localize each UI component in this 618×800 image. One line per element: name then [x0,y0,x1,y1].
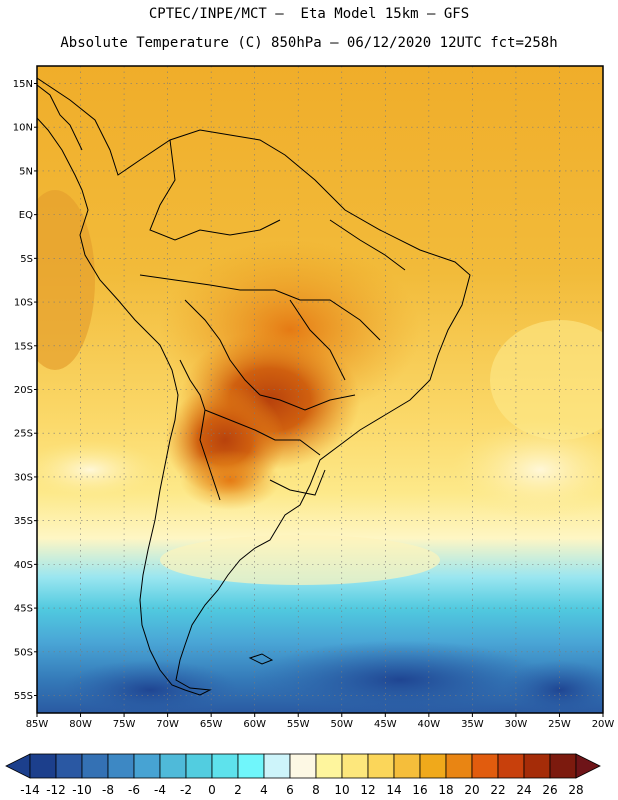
colorbar-tick-label: 14 [386,783,401,797]
lat-label: 55S [14,691,33,702]
lon-label: 55W [287,719,310,730]
lat-label: EQ [19,210,33,221]
latitude-labels: 15N 10N 5N EQ 5S 10S 15S 20S 25S 30S 35S 40S 45S 50S 5… [13,79,37,702]
lon-label: 40W [418,719,441,730]
colorbar-tick-label: 28 [568,783,583,797]
colorbar-swatch [263,753,291,779]
colorbar-swatch [107,753,135,779]
lat-label: 15S [14,341,33,352]
colorbar-swatch [549,753,577,779]
colorbar-arrow-high [575,753,601,779]
colorbar-swatch [289,753,317,779]
longitude-labels: 85W 80W 75W 70W 65W 60W 55W 50W 45W 40W 35W 30W 25W 2… [26,713,615,730]
lat-label: 5S [20,254,33,265]
colorbar-swatch [211,753,239,779]
colorbar-tick-label: -10 [72,783,92,797]
lon-label: 35W [461,719,484,730]
lat-label: 50S [14,647,33,658]
lat-lon-grid [37,66,603,713]
colorbar-swatch [315,753,343,779]
temperature-field [37,66,603,713]
lat-label: 15N [13,79,33,90]
lon-label: 20W [592,719,615,730]
lon-label: 75W [113,719,136,730]
colorbar-tick-label: 2 [234,783,242,797]
colorbar-tick-label: 24 [516,783,531,797]
lat-label: 40S [14,560,33,571]
colorbar-tick-label: 16 [412,783,427,797]
colorbar-tick-label: 8 [312,783,320,797]
lon-label: 50W [330,719,353,730]
colorbar-tick-label: 26 [542,783,557,797]
colorbar-tick-label: 12 [360,783,375,797]
lon-label: 45W [374,719,397,730]
colorbar-tick-labels: -14 -12 -10 -8 -6 -4 -2 0 2 4 6 8 10 12 14 16 18 20 22 24 26… [20,783,583,797]
map-title-line2: Absolute Temperature (C) 850hPa – 06/12/… [60,35,558,51]
colorbar-swatch [523,753,551,779]
colorbar-swatch [341,753,369,779]
colorbar-swatch [133,753,161,779]
colorbar-tick-label: -8 [102,783,114,797]
colorbar-swatch [367,753,395,779]
colorbar-tick-label: -6 [128,783,140,797]
lon-label: 25W [548,719,571,730]
colorbar-tick-label: -2 [180,783,192,797]
colorbar-tick-label: -4 [154,783,166,797]
colorbar-swatch [55,753,83,779]
colorbar-swatch [185,753,213,779]
colorbar-tick-label: 0 [208,783,216,797]
colorbar-swatch [497,753,525,779]
colorbar-arrow-low [5,753,31,779]
colorbar-tick-label: 10 [334,783,349,797]
lon-label: 70W [156,719,179,730]
colorbar-tick-label: 18 [438,783,453,797]
lat-label: 10S [14,298,33,309]
colorbar-swatch [445,753,473,779]
colorbar-tick-label: -14 [20,783,40,797]
lon-label: 80W [69,719,92,730]
colorbar-swatch [159,753,187,779]
lat-label: 20S [14,385,33,396]
colorbar-swatch [81,753,109,779]
lat-label: 30S [14,472,33,483]
coastlines [37,77,471,696]
colorbar-tick-label: 6 [286,783,294,797]
lat-label: 35S [14,516,33,527]
lat-label: 45S [14,604,33,615]
map-title-line1: CPTEC/INPE/MCT – Eta Model 15km – GFS [148,6,470,22]
lon-label: 30W [505,719,528,730]
colorbar-tick-label: 22 [490,783,505,797]
lon-label: 65W [200,719,223,730]
lat-label: 10N [13,123,33,134]
colorbar-swatch [29,753,57,779]
lat-label: 25S [14,429,33,440]
colorbar-tick-label: -12 [46,783,66,797]
lon-label: 85W [26,719,49,730]
colorbar [5,753,601,779]
lat-label: 5N [19,166,33,177]
colorbar-swatch [471,753,499,779]
lon-label: 60W [243,719,266,730]
colorbar-tick-label: 4 [260,783,268,797]
colorbar-swatch [419,753,447,779]
colorbar-tick-label: 20 [464,783,479,797]
colorbar-swatch [393,753,421,779]
colorbar-swatch [237,753,265,779]
